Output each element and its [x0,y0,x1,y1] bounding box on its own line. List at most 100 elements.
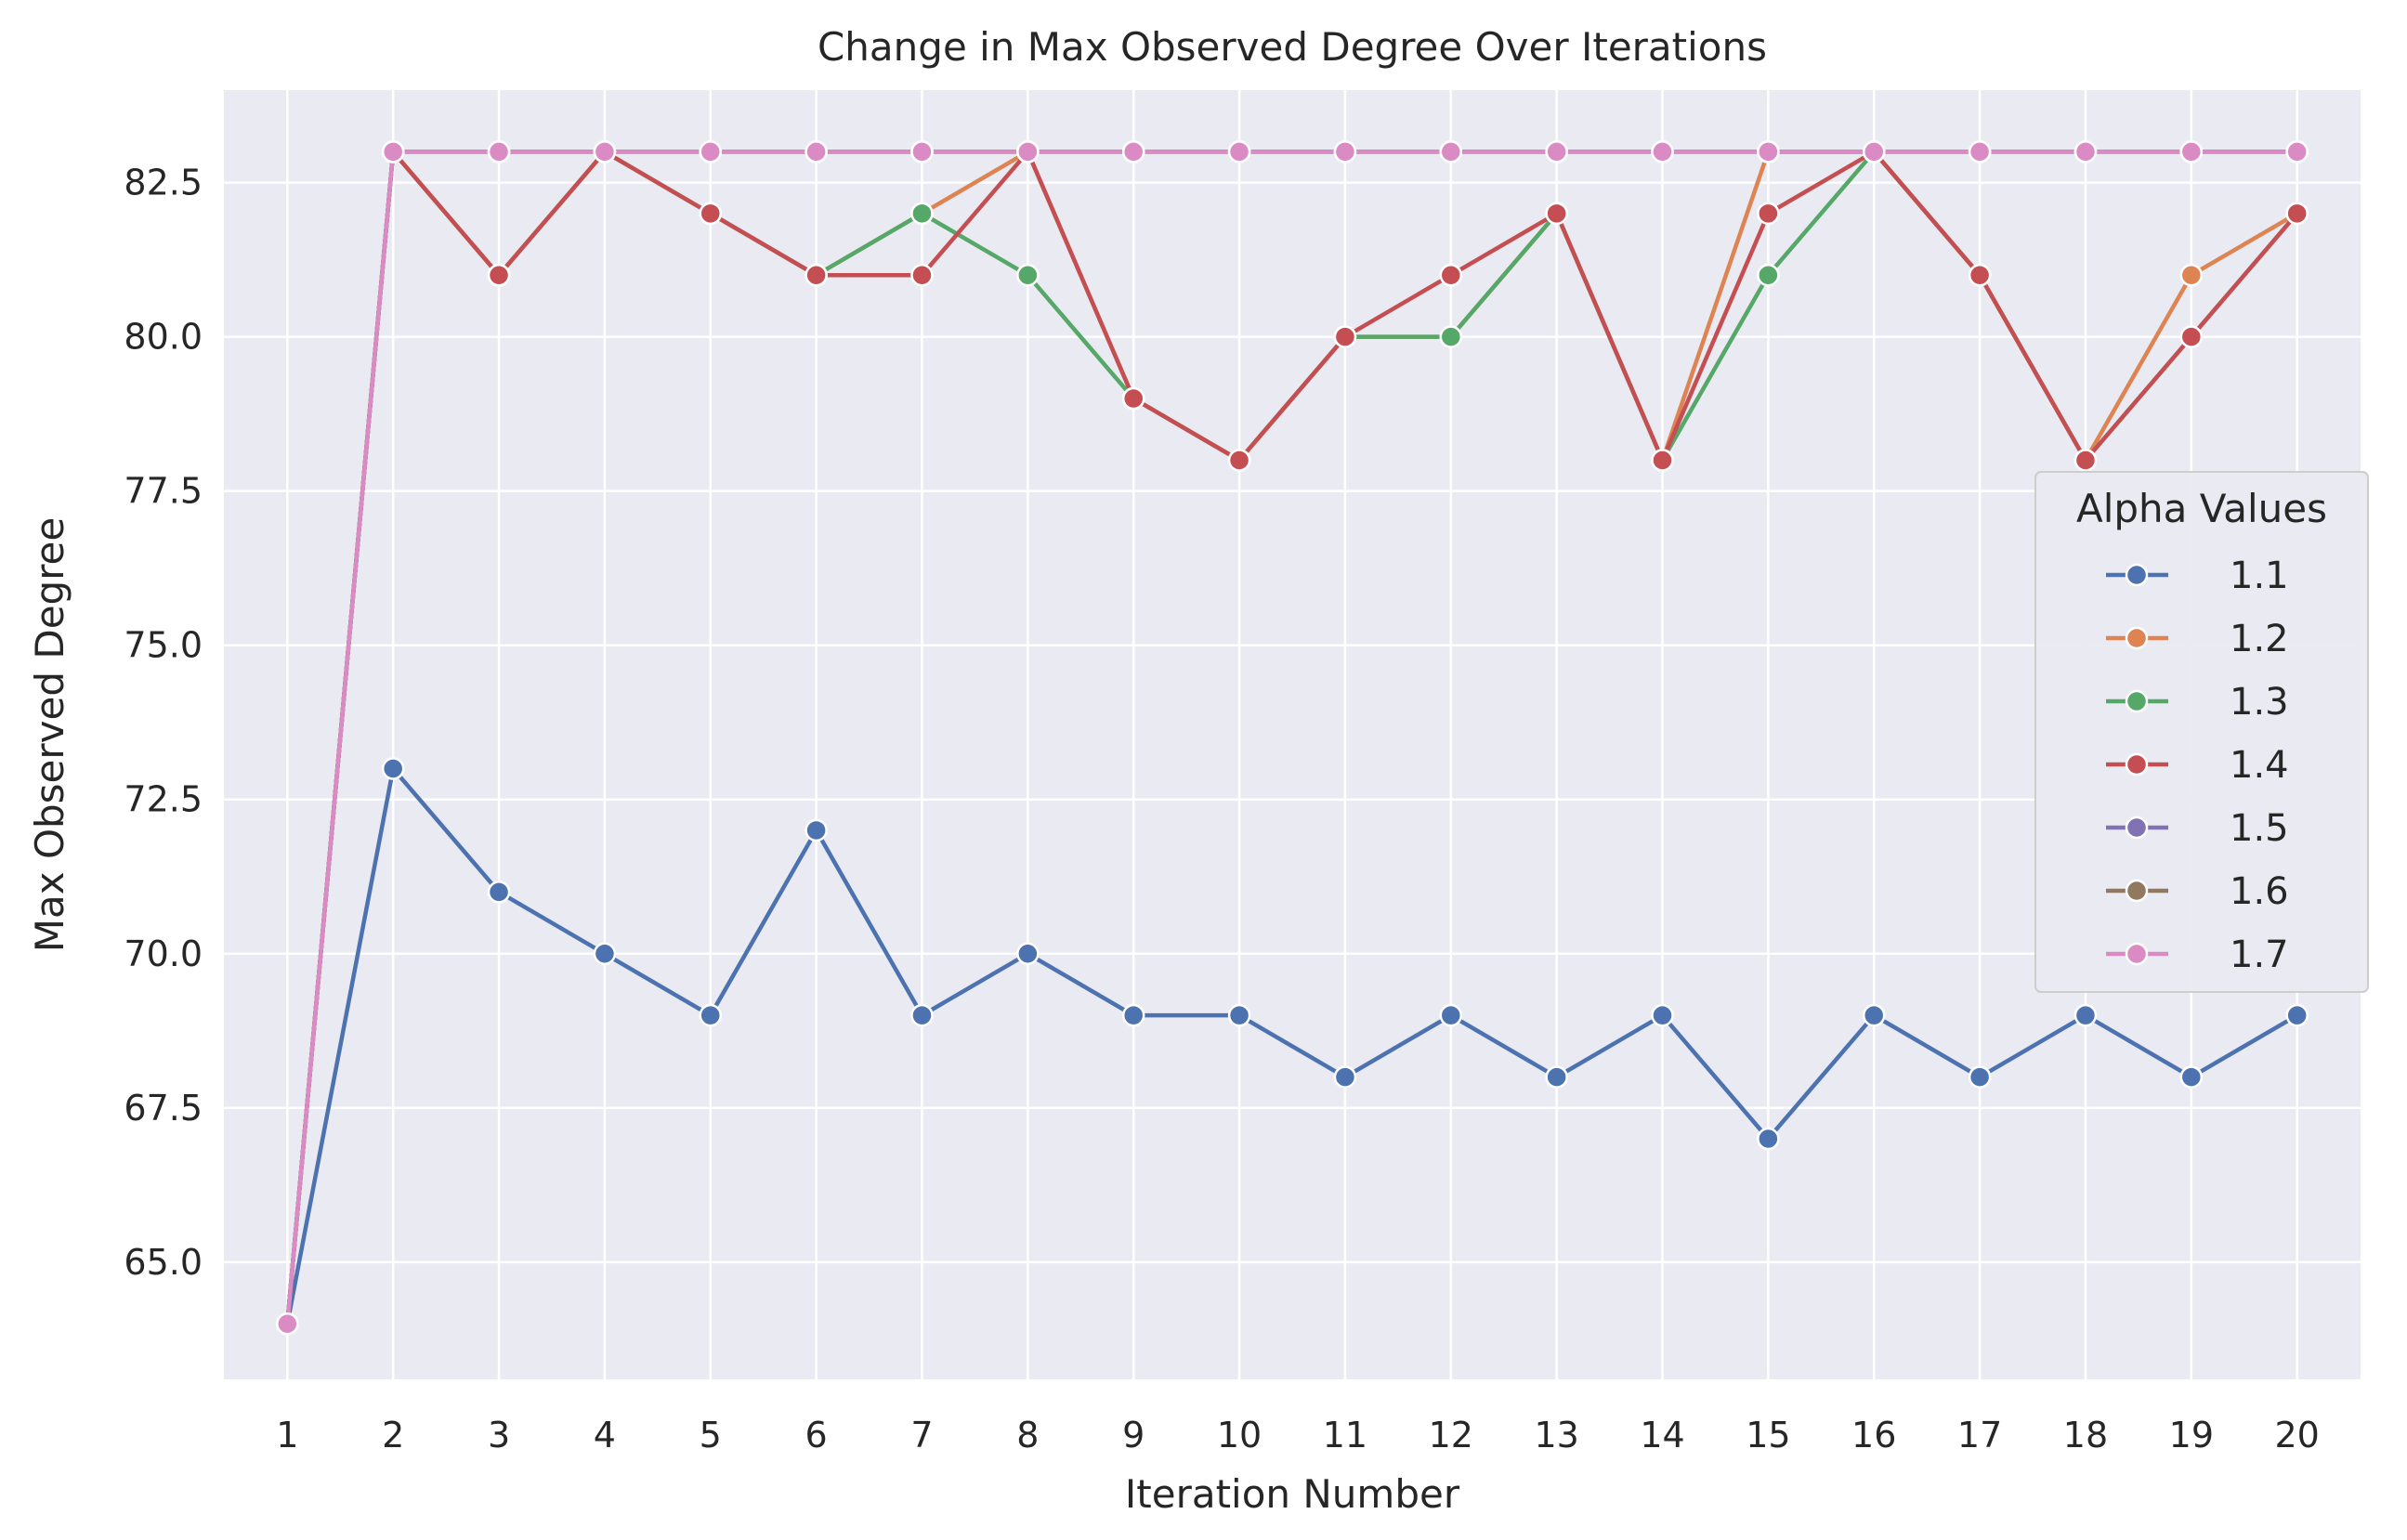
x-tick-label: 2 [382,1415,404,1455]
legend-marker-1.6 [2125,879,2149,903]
y-axis-label: Max Observed Degree [27,517,72,952]
legend: Alpha Values 1.1 1.2 1.3 1.4 1.5 1.6 1.7 [2034,471,2369,993]
y-tick-label: 70.0 [124,933,203,974]
y-tick-label: 75.0 [124,625,203,666]
series-points [276,140,2309,1336]
x-tick-label: 9 [1122,1415,1145,1455]
plot-area [224,90,2361,1379]
data-point-1.1 [1862,1003,1886,1027]
data-point-1.4 [487,263,511,287]
data-point-1.4 [805,263,828,287]
data-point-1.4 [1121,386,1145,411]
data-point-1.4 [1333,325,1357,348]
data-point-1.1 [1968,1065,1992,1089]
data-point-1.4 [1227,449,1251,472]
data-point-1.1 [1439,1003,1463,1027]
legend-title: Alpha Values [2076,486,2327,531]
data-point-1.1 [1227,1003,1251,1027]
series-line-1.1 [285,766,2299,1326]
x-tick-label: 7 [910,1415,933,1455]
x-tick-label: 19 [2169,1415,2214,1455]
data-point-1.4 [699,202,723,226]
data-point-1.7 [1333,140,1357,163]
data-point-1.7 [1016,140,1040,163]
data-point-1.7 [276,1312,299,1336]
data-point-1.4 [2179,325,2204,348]
legend-label-1.7: 1.7 [2230,933,2289,976]
data-point-1.4 [1545,202,1568,226]
data-point-1.1 [1121,1003,1145,1027]
x-tick-label: 5 [700,1415,722,1455]
data-point-1.7 [1862,140,1886,163]
legend-marker-1.5 [2125,816,2149,840]
data-point-1.7 [910,140,934,163]
data-point-1.7 [2179,140,2204,163]
data-point-1.7 [699,140,723,163]
x-tick-label: 20 [2275,1415,2320,1455]
data-point-1.4 [1757,202,1780,226]
x-tick-label: 11 [1323,1415,1367,1455]
data-point-1.4 [1968,263,1992,287]
data-point-1.7 [487,140,511,163]
data-point-1.1 [1651,1003,1674,1027]
data-point-1.7 [1439,140,1463,163]
data-point-1.4 [2073,449,2098,472]
series-line-1.7 [285,150,2299,1326]
grid-lines [224,90,2361,1379]
y-tick-label: 67.5 [124,1088,203,1129]
data-point-1.7 [2073,140,2098,163]
legend-marker-1.2 [2125,626,2149,650]
y-tick-label: 72.5 [124,779,203,820]
data-point-1.1 [1545,1065,1568,1089]
data-point-1.7 [2285,140,2309,163]
x-tick-label: 12 [1429,1415,1473,1455]
legend-label-1.5: 1.5 [2230,807,2289,850]
x-tick-label: 17 [1957,1415,2002,1455]
data-point-1.3 [1757,263,1780,287]
data-point-1.1 [2179,1065,2204,1089]
data-point-1.2 [2179,263,2204,287]
data-point-1.1 [1333,1065,1357,1089]
data-point-1.4 [1439,263,1463,287]
x-tick-label: 6 [805,1415,828,1455]
data-point-1.7 [593,140,617,163]
x-tick-label: 16 [1851,1415,1896,1455]
chart-title: Change in Max Observed Degree Over Itera… [818,24,1767,70]
x-tick-label: 18 [2063,1415,2108,1455]
data-point-1.1 [487,881,511,904]
data-point-1.3 [1439,325,1463,348]
x-tick-label: 1 [276,1415,298,1455]
data-point-1.1 [2285,1003,2309,1027]
y-axis-ticks: 65.0 67.5 70.0 72.5 75.0 77.5 80.0 82.5 [124,163,203,1283]
legend-marker-1.4 [2125,752,2149,777]
data-point-1.7 [1968,140,1992,163]
x-axis-ticks: 1 2 3 4 5 6 7 8 9 10 11 12 13 14 15 16 17 18 19 20 [276,1415,2320,1455]
data-point-1.4 [1651,449,1674,472]
data-point-1.7 [805,140,828,163]
legend-marker-1.3 [2125,689,2149,713]
data-point-1.4 [910,263,934,287]
legend-label-1.3: 1.3 [2230,681,2289,724]
data-point-1.7 [1651,140,1674,163]
data-point-1.7 [381,140,405,163]
data-point-1.1 [381,757,405,780]
y-tick-label: 65.0 [124,1242,203,1283]
legend-marker-1.7 [2125,942,2149,966]
x-tick-label: 10 [1217,1415,1262,1455]
legend-items: 1.1 1.2 1.3 1.4 1.5 1.6 1.7 [2106,555,2289,976]
series-line-1.4 [285,150,2299,1326]
y-tick-label: 82.5 [124,163,203,203]
y-tick-label: 77.5 [124,471,203,512]
data-point-1.1 [699,1003,723,1027]
x-tick-label: 14 [1640,1415,1684,1455]
data-point-1.4 [2285,202,2309,226]
data-point-1.3 [910,202,934,226]
data-point-1.1 [1757,1127,1780,1151]
legend-label-1.4: 1.4 [2230,744,2289,787]
data-point-1.3 [1016,263,1040,287]
legend-marker-1.1 [2125,563,2149,587]
series-lines [285,150,2299,1326]
x-tick-label: 15 [1746,1415,1790,1455]
data-point-1.7 [1757,140,1780,163]
